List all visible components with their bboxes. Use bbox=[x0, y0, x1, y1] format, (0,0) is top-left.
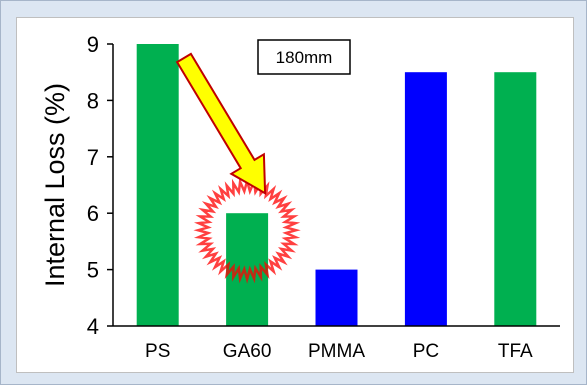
x-tick-label: GA60 bbox=[223, 341, 272, 362]
x-tick-label: TFA bbox=[498, 341, 533, 362]
bar-ps bbox=[136, 44, 179, 326]
bar-pmma bbox=[315, 269, 358, 326]
y-tick-label: 9 bbox=[87, 32, 99, 57]
highlight-circle-marker bbox=[193, 176, 301, 284]
y-tick-label: 4 bbox=[87, 314, 99, 339]
x-ticks-group: PS GA60 PMMA PC TFA bbox=[145, 341, 533, 362]
x-tick-label: PS bbox=[145, 341, 170, 362]
highlight-arrow-icon bbox=[175, 52, 267, 195]
y-tick-label: 8 bbox=[87, 88, 99, 113]
bar-pc bbox=[404, 72, 447, 326]
annotation-box: 180mm bbox=[257, 39, 351, 75]
y-tick-label: 5 bbox=[87, 258, 99, 283]
bars-group bbox=[136, 44, 537, 326]
x-tick-label: PMMA bbox=[308, 341, 365, 362]
chart-panel bbox=[16, 17, 574, 373]
y-tick-label: 6 bbox=[87, 201, 99, 226]
axes-group bbox=[112, 44, 560, 327]
annotation-box-frame bbox=[257, 39, 351, 75]
bar-tfa bbox=[494, 72, 537, 326]
x-tick-label: PC bbox=[413, 341, 439, 362]
annotation-box-label: 180mm bbox=[276, 48, 333, 67]
y-axis-label: Internal Loss (%) bbox=[40, 83, 70, 287]
y-tick-label: 7 bbox=[87, 145, 99, 170]
y-ticks-group: 4 5 6 7 8 9 bbox=[87, 32, 113, 339]
